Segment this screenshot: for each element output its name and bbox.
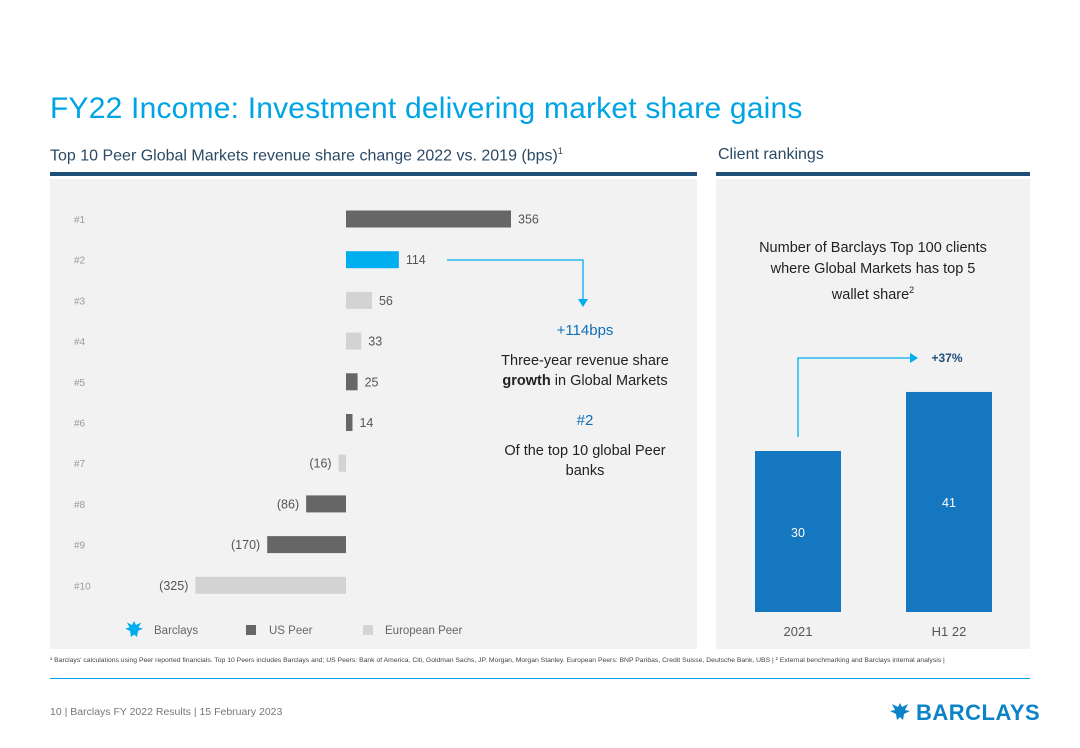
callout-rank: #2: [576, 412, 594, 429]
legend-swatch-european: [363, 625, 373, 635]
callout-bps: +114bps: [556, 322, 614, 339]
value-label: 114: [406, 253, 426, 267]
value-label: 56: [379, 294, 393, 308]
rank-label: #5: [74, 378, 86, 389]
rank-label: #10: [74, 581, 91, 592]
callout-connector: [447, 259, 584, 300]
bar-2: [346, 251, 399, 269]
footer-text: 10 | Barclays FY 2022 Results | 15 Febru…: [50, 706, 283, 718]
rank-label: #7: [74, 459, 86, 470]
growth-connector: [797, 357, 911, 437]
category-label: 2021: [784, 624, 813, 639]
footer-doc: Barclays FY 2022 Results: [70, 706, 191, 718]
barclays-logo: BARCLAYS: [888, 700, 1040, 726]
rank-label: #1: [74, 215, 86, 226]
legend-us-peer: US Peer: [269, 625, 313, 637]
growth-annotation: +37%: [931, 351, 962, 365]
rank-label: #9: [74, 541, 86, 552]
left-header-rule: [50, 172, 697, 176]
client-bar-1: [755, 451, 841, 612]
footer-rule: [50, 678, 1030, 679]
rank-label: #8: [74, 500, 86, 511]
bar-3: [346, 291, 372, 309]
client-bar-2: [906, 391, 992, 612]
value-label: (86): [277, 497, 299, 511]
footer-date: 15 February 2023: [199, 706, 283, 718]
bar-10: [195, 576, 346, 594]
eagle-shape: [125, 621, 143, 637]
value-label: 25: [365, 375, 379, 389]
bar-9: [267, 536, 346, 554]
value-label: (170): [231, 538, 260, 552]
rank-label: #6: [74, 419, 86, 430]
value-label: (325): [159, 579, 188, 593]
legend-swatch-us: [246, 625, 256, 635]
eagle-icon: [890, 703, 910, 720]
value-label: 33: [368, 335, 382, 349]
legend-barclays: Barclays: [154, 625, 198, 637]
bar-value-label: 41: [942, 496, 956, 510]
right-chart-subtitle: Client rankings: [718, 146, 824, 163]
callout-rank-line1: Of the top 10 global Peer: [504, 443, 666, 459]
right-header-rule: [716, 172, 1030, 176]
right-chart-title: Number of Barclays Top 100 clients where…: [759, 240, 987, 303]
rank-label: #3: [74, 296, 86, 307]
value-label: 14: [359, 416, 373, 430]
page-number: 10: [50, 706, 62, 718]
value-label: (16): [309, 457, 331, 471]
legend-european-peer: European Peer: [385, 625, 463, 637]
rank-label: #2: [74, 256, 86, 267]
bar-1: [346, 210, 511, 228]
left-chart-subtitle: Top 10 Peer Global Markets revenue share…: [50, 146, 563, 165]
category-label: H1 22: [932, 624, 967, 639]
footnote: ¹ Barclays' calculations using Peer repo…: [50, 657, 945, 664]
page-title: FY22 Income: Investment delivering marke…: [50, 92, 803, 125]
bar-7: [338, 454, 346, 472]
callout-line1: Three-year revenue share: [501, 353, 669, 369]
growth-arrow-icon: [910, 353, 918, 363]
callout-rank-line2: banks: [565, 463, 605, 479]
bar-8: [306, 495, 346, 513]
rank-label: #4: [74, 337, 86, 348]
bar-5: [346, 373, 358, 391]
bar-4: [346, 332, 362, 350]
callout-line2: growth in Global Markets: [502, 373, 668, 389]
eagle-icon: [125, 621, 143, 637]
callout-block: +114bps Three-year revenue share growth …: [480, 321, 690, 481]
bar-value-label: 30: [791, 526, 805, 540]
bar-6: [346, 414, 353, 431]
arrow-head-icon: [578, 299, 588, 307]
value-label: 356: [518, 213, 539, 227]
